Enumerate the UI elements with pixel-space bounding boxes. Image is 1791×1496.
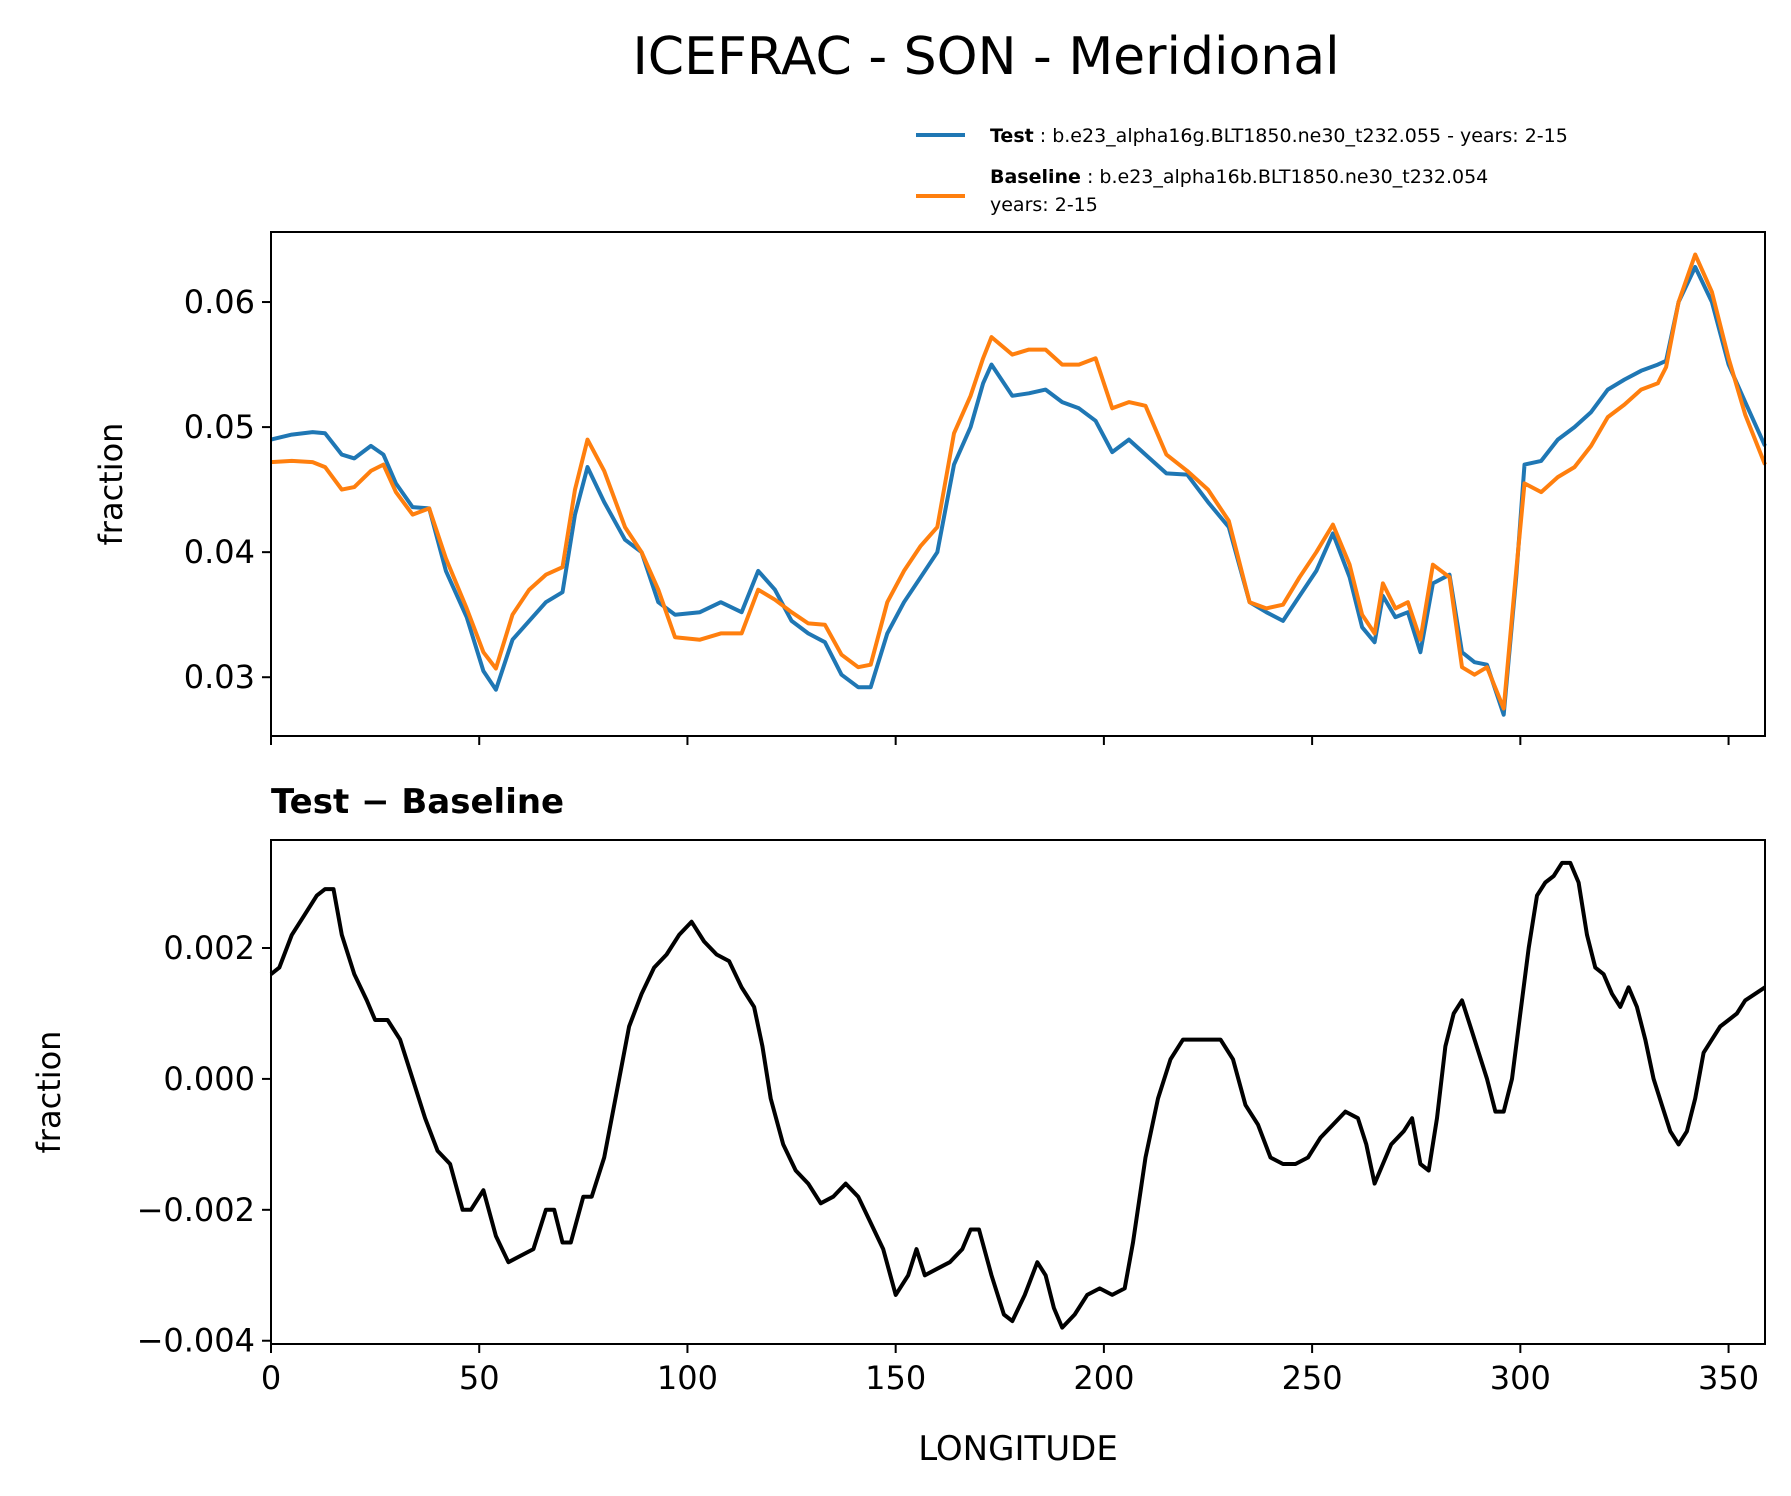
x-tick-label: 250 <box>1282 1359 1343 1397</box>
legend-label-baseline-text: b.e23_alpha16b.BLT1850.ne30_t232.054 <box>1099 166 1488 188</box>
panel-bottom-series <box>269 860 1767 1330</box>
x-axis-label: LONGITUDE <box>918 1429 1118 1469</box>
bottom-y-tick-label: 0.000 <box>163 1060 255 1098</box>
panel-top-series <box>270 252 1767 717</box>
top-y-tick-label: 0.06 <box>184 283 255 321</box>
panel-bottom-subtitle: Test − Baseline <box>271 782 564 822</box>
top-y-tick-label: 0.03 <box>184 658 255 696</box>
legend-label-test-sep: : <box>1034 125 1052 147</box>
x-tick-label: 300 <box>1490 1359 1551 1397</box>
legend-label-baseline-sep: : <box>1081 166 1099 188</box>
legend-label-test: Test : b.e23_alpha16g.BLT1850.ne30_t232.… <box>990 125 1568 147</box>
x-tick-label: 350 <box>1698 1359 1759 1397</box>
panel-top: 0.03 0.04 0.05 0.06 fraction <box>92 231 1767 745</box>
top-series-line-baseline <box>270 252 1767 711</box>
x-tick-label: 150 <box>865 1359 926 1397</box>
panel-bottom: −0.004 −0.002 0.000 0.002 0 50 100 150 200 250 300… <box>30 839 1767 1397</box>
legend-label-baseline: Baseline : b.e23_alpha16b.BLT1850.ne30_t… <box>990 166 1488 188</box>
bottom-y-tick-label: −0.004 <box>137 1322 255 1360</box>
panel-bottom-gridticks: −0.004 −0.002 0.000 0.002 0 50 100 150 200 250 300… <box>137 929 1760 1397</box>
x-tick-label: 50 <box>459 1359 500 1397</box>
legend: Test : b.e23_alpha16g.BLT1850.ne30_t232.… <box>916 125 1568 216</box>
panel-top-frame <box>270 231 1766 737</box>
legend-label-baseline-bold: Baseline <box>990 166 1081 188</box>
chart-title: ICEFRAC - SON - Meridional <box>632 27 1339 87</box>
bottom-series-line-test-baseline <box>269 860 1767 1330</box>
x-tick-label: 200 <box>1073 1359 1134 1397</box>
panel-bottom-ylabel: fraction <box>30 1031 68 1154</box>
top-y-tick-label: 0.05 <box>184 408 255 446</box>
legend-label-test-text: b.e23_alpha16g.BLT1850.ne30_t232.055 - y… <box>1052 125 1568 147</box>
panel-top-ylabel: fraction <box>92 423 130 546</box>
bottom-y-tick-label: −0.002 <box>137 1191 255 1229</box>
bottom-y-tick-label: 0.002 <box>163 929 255 967</box>
panel-bottom-frame <box>270 839 1766 1345</box>
top-y-tick-label: 0.04 <box>184 533 255 571</box>
legend-label-test-bold: Test <box>990 125 1034 147</box>
x-tick-label: 0 <box>261 1359 281 1397</box>
legend-label-baseline-line2: years: 2-15 <box>990 194 1098 216</box>
x-tick-label: 100 <box>657 1359 718 1397</box>
panel-top-gridticks: 0.03 0.04 0.05 0.06 <box>184 283 1730 745</box>
